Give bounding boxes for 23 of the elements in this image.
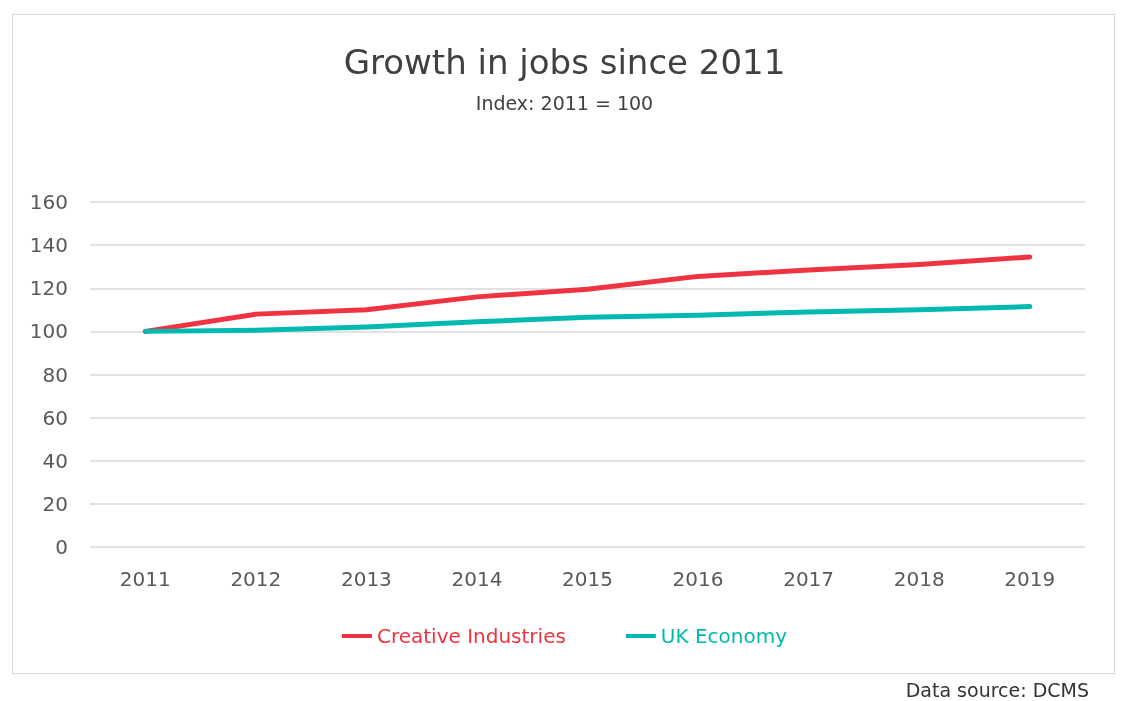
source-note: Data source: DCMS	[905, 678, 1089, 701]
x-tick-label: 2016	[672, 567, 724, 591]
x-tick-label: 2011	[119, 567, 171, 591]
y-tick-label: 100	[29, 319, 68, 344]
legend-label: Creative Industries	[376, 624, 566, 648]
x-tick-label: 2018	[893, 567, 945, 591]
y-tick-label: 20	[42, 491, 68, 516]
legend-label: UK Economy	[660, 624, 788, 648]
y-tick-label: 120	[29, 276, 68, 301]
y-tick-label: 140	[29, 233, 68, 258]
x-tick-label: 2017	[783, 567, 835, 591]
y-tick-label: 60	[42, 405, 68, 430]
y-tick-label: 0	[55, 535, 68, 559]
y-tick-label: 40	[42, 448, 68, 473]
x-tick-label: 2014	[451, 567, 503, 591]
x-tick-label: 2015	[562, 567, 613, 591]
x-tick-label: 2012	[230, 567, 282, 591]
chart-subtitle: Index: 2011 = 100	[475, 91, 654, 114]
x-tick-label: 2019	[1004, 567, 1056, 591]
y-tick-label: 160	[29, 190, 68, 214]
x-tick-label: 2013	[340, 567, 392, 591]
chart-title: Growth in jobs since 2011	[343, 42, 786, 82]
y-tick-label: 80	[42, 362, 68, 387]
